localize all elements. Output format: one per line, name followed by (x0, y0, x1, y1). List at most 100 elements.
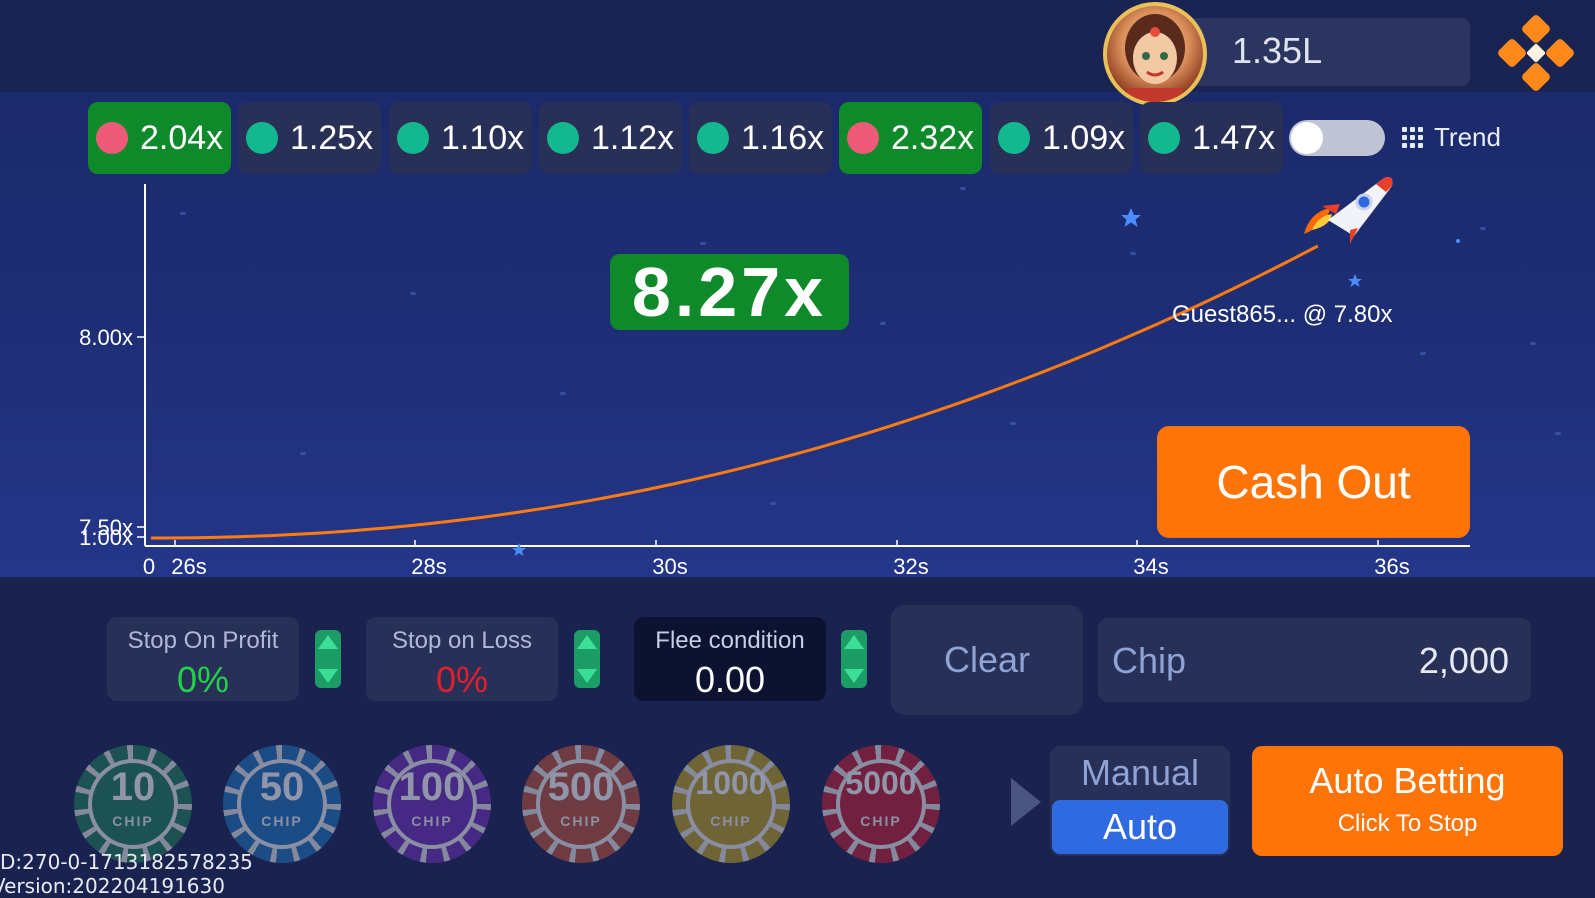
chip-word: CHIP (860, 813, 902, 829)
guest-cashout-label: Guest865... @ 7.80x (1172, 301, 1393, 328)
multiplier-curve (150, 244, 1319, 540)
chip-value: 2,000 (1418, 640, 1509, 681)
trend-button[interactable]: Trend (1402, 122, 1501, 153)
green-dot-icon (697, 122, 729, 154)
cash-out-button[interactable]: Cash Out (1157, 426, 1470, 538)
stop-on-profit-title: Stop On Profit (127, 627, 279, 654)
chip-word: CHIP (112, 813, 154, 829)
avatar[interactable] (1103, 2, 1207, 106)
balance-value: 1.35L (1232, 30, 1323, 71)
chip-field[interactable]: Chip 2,000 (1098, 618, 1531, 702)
chip-500[interactable]: 500 CHIP (522, 745, 640, 863)
rocket-icon (1304, 177, 1393, 244)
stop-on-loss-stepper[interactable] (574, 630, 600, 688)
flee-condition-title: Flee condition (655, 627, 805, 654)
trend-label: Trend (1434, 122, 1501, 152)
x-tick-label: 34s (1133, 554, 1168, 579)
chip-number: 100 (398, 765, 466, 809)
flee-condition-value: 0.00 (694, 659, 766, 700)
chips-next-arrow-icon[interactable] (1011, 778, 1041, 826)
auto-betting-subtitle: Click To Stop (1337, 810, 1478, 837)
x-tick-label: 26s (171, 554, 206, 579)
chip-1000[interactable]: 1000 CHIP (672, 745, 790, 863)
balance-box (1180, 18, 1470, 86)
star-icon (1348, 274, 1362, 287)
chip-face (836, 759, 926, 849)
star-icon (512, 543, 526, 556)
mode-switch: Manual Auto (1050, 746, 1230, 856)
chip-face (686, 759, 776, 849)
debug-version: Version:202204191630 (0, 874, 225, 898)
stop-on-loss-title: Stop on Loss (391, 627, 533, 654)
green-dot-icon (998, 122, 1030, 154)
history-item[interactable]: 1.16x (689, 102, 832, 174)
x-tick-label: 36s (1374, 554, 1409, 579)
green-dot-icon (547, 122, 579, 154)
history-value: 1.25x (290, 118, 374, 157)
chip-number: 1000 (695, 765, 767, 801)
chip-number: 500 (547, 765, 615, 809)
history-item[interactable]: 1.25x (238, 102, 381, 174)
y-tick-label: 8.00x (79, 325, 133, 350)
chip-word: CHIP (411, 813, 453, 829)
auto-betting-button[interactable]: Auto Betting Click To Stop (1252, 746, 1563, 856)
chip-face (237, 759, 327, 849)
history-item[interactable]: 1.10x (389, 102, 532, 174)
grid-icon (1402, 126, 1424, 149)
history-item[interactable]: 2.32x (839, 102, 982, 174)
manual-mode-button[interactable]: Manual (1080, 752, 1200, 793)
history-value: 1.09x (1042, 118, 1126, 157)
red-dot-icon (847, 122, 879, 154)
stop-on-profit-field[interactable]: Stop On Profit 0% (107, 617, 299, 701)
chip-number: 10 (110, 765, 156, 809)
chip-label: Chip (1112, 640, 1187, 681)
chip-number: 5000 (845, 765, 917, 801)
auto-mode-button[interactable]: Auto (1052, 800, 1228, 854)
green-dot-icon (1148, 122, 1180, 154)
chip-100[interactable]: 100 CHIP (373, 745, 491, 863)
history-value: 1.12x (591, 118, 675, 157)
green-dot-icon (397, 122, 429, 154)
chip-5000[interactable]: 5000 CHIP (822, 745, 940, 863)
current-multiplier: 8.27x (610, 253, 849, 331)
menu-icon[interactable] (1495, 14, 1575, 94)
y-tick-label: 1.00x (79, 525, 133, 550)
stop-on-loss-field[interactable]: Stop on Loss 0% (366, 617, 558, 701)
history-value: 2.04x (140, 118, 224, 157)
green-dot-icon (246, 122, 278, 154)
history-item[interactable]: 2.04x (88, 102, 231, 174)
chip-word: CHIP (261, 813, 303, 829)
toggle-knob (1291, 122, 1323, 154)
x-tick-label: 30s (652, 554, 687, 579)
chip-face (88, 759, 178, 849)
history-value: 1.47x (1192, 118, 1276, 157)
chip-50[interactable]: 50 CHIP (223, 745, 341, 863)
chip-face (536, 759, 626, 849)
y-tick-label: 7.50x (79, 515, 133, 540)
stop-on-loss-value: 0% (435, 659, 489, 700)
chip-face (387, 759, 477, 849)
x-tick-label: 32s (893, 554, 928, 579)
history-value: 1.10x (441, 118, 525, 157)
red-dot-icon (96, 122, 128, 154)
chip-10[interactable]: 10 CHIP (74, 745, 192, 863)
history-item[interactable]: 1.09x (990, 102, 1133, 174)
x-tick-label: 28s (411, 554, 446, 579)
history-item[interactable]: 1.12x (539, 102, 682, 174)
history-value: 1.16x (741, 118, 825, 157)
auto-betting-title: Auto Betting (1309, 760, 1506, 801)
trend-toggle[interactable] (1289, 120, 1385, 156)
clear-button[interactable]: Clear (891, 605, 1083, 715)
chip-number: 50 (259, 765, 305, 809)
flee-condition-field[interactable]: Flee condition 0.00 (634, 617, 826, 701)
debug-id: D:270-0-1713182578235 (0, 850, 253, 874)
flee-condition-stepper[interactable] (841, 630, 867, 688)
history-item[interactable]: 1.47x (1140, 102, 1283, 174)
star-icon (1121, 208, 1141, 227)
history-value: 2.32x (891, 118, 975, 157)
chip-word: CHIP (560, 813, 602, 829)
stop-on-profit-value: 0% (176, 659, 230, 700)
stop-on-profit-stepper[interactable] (315, 630, 341, 688)
x-tick-label: 0 (143, 554, 155, 579)
